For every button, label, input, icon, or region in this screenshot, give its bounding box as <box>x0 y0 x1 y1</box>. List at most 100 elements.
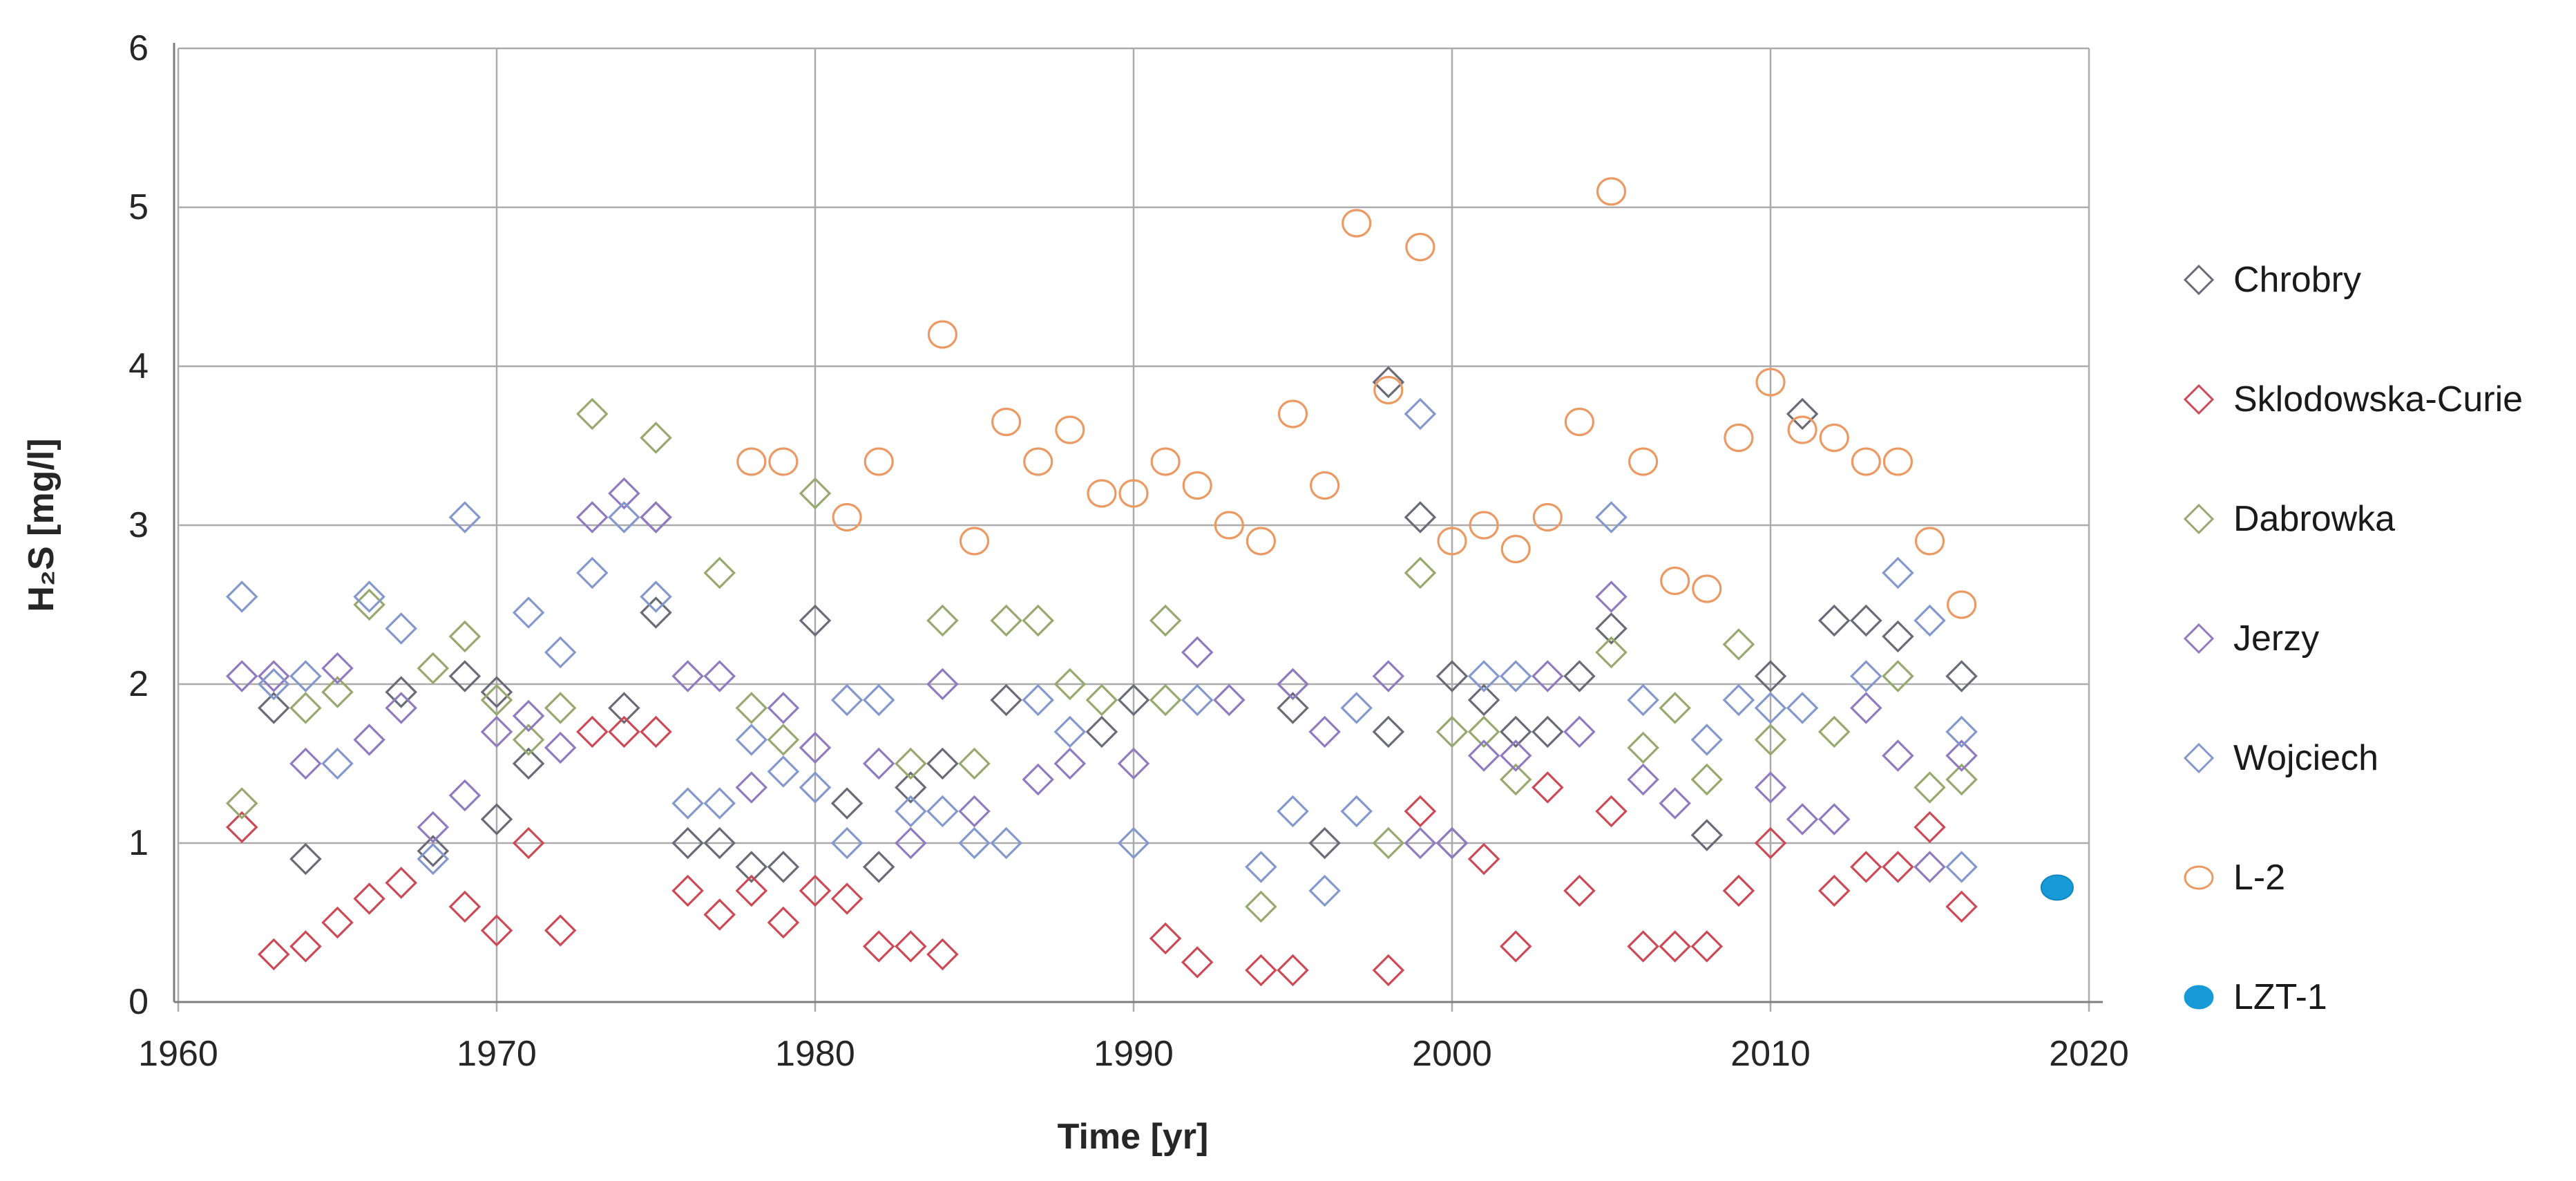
l-2-data-point <box>1724 423 1754 453</box>
chrobry-data-point <box>1595 612 1628 645</box>
wojciech-data-point <box>1786 692 1819 724</box>
wojciech-data-point <box>830 683 864 717</box>
jerzy-data-point <box>1817 803 1851 835</box>
wojciech-data-point <box>385 612 417 645</box>
chrobry-data-point <box>289 842 322 876</box>
wojciech-data-point <box>767 755 800 788</box>
chrobry-data-point <box>1532 715 1564 748</box>
l-2-data-point <box>1342 209 1372 238</box>
dabrowka-data-point <box>958 747 991 780</box>
l-2-data-point <box>1532 502 1563 532</box>
sklodowska-curie-data-point <box>608 715 640 748</box>
dabrowka-data-point <box>480 683 513 717</box>
jerzy-data-point <box>1595 580 1628 613</box>
sklodowska-curie-data-point <box>735 874 768 907</box>
wojciech-data-point <box>1245 851 1277 883</box>
dabrowka-data-point <box>926 604 959 637</box>
chrobry-data-point <box>703 826 736 860</box>
legend-item-jerzy: Jerzy <box>2179 618 2319 659</box>
wojciech-data-point <box>1181 683 1214 717</box>
jerzy-data-point <box>1213 683 1246 717</box>
jerzy-data-point <box>1786 803 1819 835</box>
sklodowska-curie-data-point <box>1690 930 1724 963</box>
sklodowska-curie-data-point <box>671 874 704 907</box>
jerzy-data-point <box>544 731 577 764</box>
dabrowka-data-point <box>1499 763 1532 796</box>
sklodowska-curie-data-point <box>385 867 417 899</box>
jerzy-data-point <box>1372 660 1405 692</box>
jerzy-data-point <box>640 501 672 533</box>
wojciech-data-point <box>417 842 450 876</box>
jerzy-data-point <box>512 699 545 733</box>
sklodowska-curie-data-point <box>1404 795 1437 828</box>
chrobry-data-point <box>799 604 832 637</box>
x-tick-label: 2010 <box>1730 1034 1811 1074</box>
l-2-data-point <box>1819 423 1849 453</box>
dabrowka-data-point <box>353 588 385 621</box>
wojciech-data-point <box>321 747 354 780</box>
wojciech-data-point <box>1914 604 1946 637</box>
dabrowka-data-point <box>767 724 800 756</box>
wojciech-data-point <box>258 668 290 701</box>
x-axis-title: Time [yr] <box>1057 1117 1209 1157</box>
wojciech-data-point <box>576 556 609 589</box>
dabrowka-data-point <box>289 692 322 724</box>
l-2-data-point <box>1309 471 1340 500</box>
chrobry-data-point <box>608 692 640 724</box>
dabrowka-data-point <box>1754 724 1787 756</box>
jerzy-data-point <box>1053 747 1087 780</box>
chrobry-data-point <box>1945 660 1978 692</box>
jerzy-data-point <box>1435 826 1469 860</box>
dabrowka-data-point <box>417 652 450 685</box>
y-tick-label: 0 <box>128 982 149 1022</box>
l-2-legend-marker <box>2184 865 2214 890</box>
jerzy-data-point <box>1404 826 1437 860</box>
dabrowka-data-point <box>1945 763 1978 796</box>
legend-item-lzt-1: LZT-1 <box>2179 976 2327 1018</box>
jerzy-data-point <box>862 747 895 780</box>
dabrowka-data-point <box>640 422 672 454</box>
wojciech-data-point <box>862 683 895 717</box>
wojciech-legend-marker <box>2183 742 2215 774</box>
dabrowka-data-point <box>1245 890 1277 923</box>
jerzy-data-point <box>1022 763 1054 796</box>
jerzy-data-point <box>1754 771 1787 804</box>
dabrowka-data-point <box>735 692 768 724</box>
wojciech-data-point <box>703 787 736 820</box>
wojciech-data-point <box>544 636 577 669</box>
sklodowska-curie-data-point <box>1850 851 1882 883</box>
wojciech-data-point <box>895 795 927 828</box>
dabrowka-data-point <box>1627 731 1659 764</box>
chrobry-data-point <box>258 692 290 724</box>
sklodowska-curie-data-point <box>225 811 258 844</box>
chrobry-data-point <box>1372 715 1405 748</box>
legend-item-wojciech: Wojciech <box>2179 737 2378 779</box>
l-2-data-point <box>1787 415 1817 444</box>
l-2-data-point <box>927 320 958 349</box>
jerzy-data-point <box>225 660 258 692</box>
l-2-data-point <box>1692 574 1722 603</box>
chrobry-legend-marker <box>2183 264 2215 296</box>
jerzy-data-point <box>576 501 609 533</box>
chrobry-data-point <box>830 787 864 820</box>
jerzy-data-point <box>1882 739 1914 772</box>
sklodowska-curie-data-point <box>1882 851 1914 883</box>
jerzy-data-point <box>608 477 640 510</box>
jerzy-data-point <box>448 779 481 812</box>
l-2-data-point <box>991 407 1022 437</box>
wojciech-data-point <box>1595 501 1628 533</box>
wojciech-data-point <box>1404 397 1437 431</box>
l-2-data-point <box>1564 407 1594 437</box>
wojciech-data-point <box>1467 660 1500 692</box>
l-2-data-point <box>1596 177 1627 206</box>
l-2-data-point <box>1182 471 1212 500</box>
wojciech-data-point <box>1722 683 1755 717</box>
jerzy-data-point <box>703 660 736 692</box>
legend-label: Wojciech <box>2233 738 2379 778</box>
chrobry-data-point <box>1277 692 1309 724</box>
sklodowska-curie-data-point <box>480 914 513 947</box>
dabrowka-data-point <box>1595 636 1628 669</box>
jerzy-data-point <box>385 692 417 724</box>
dabrowka-data-point <box>544 692 577 724</box>
